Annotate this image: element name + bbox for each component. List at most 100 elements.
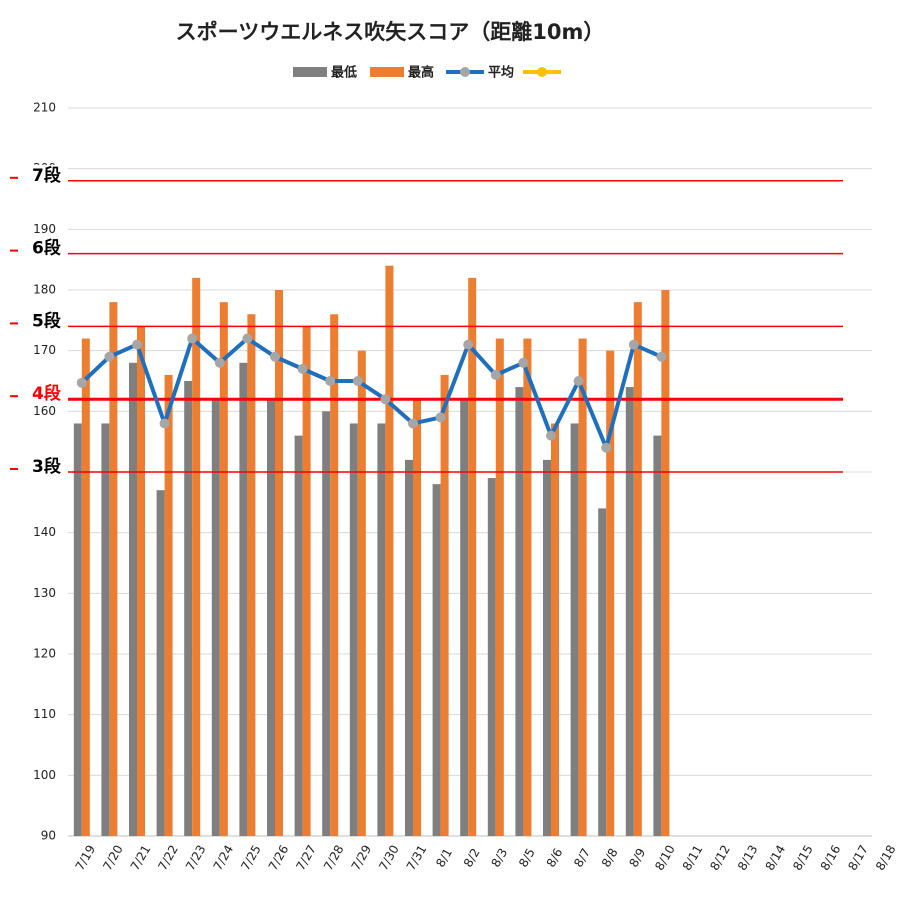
legend: 最低 最高 平均 xyxy=(293,65,561,81)
x-tick-label: 7/22 xyxy=(155,843,181,873)
bar xyxy=(570,423,579,836)
bar xyxy=(543,459,551,836)
bar xyxy=(633,302,642,837)
legend-label: 最低 xyxy=(331,65,357,81)
x-tick-label: 8/6 xyxy=(544,846,566,870)
x-tick-label: 7/27 xyxy=(293,843,319,873)
legend-swatch xyxy=(293,67,327,77)
bar xyxy=(495,338,504,836)
x-tick-label: 7/29 xyxy=(349,843,375,873)
line-marker xyxy=(435,412,446,423)
x-tick-label: 7/30 xyxy=(376,843,402,873)
line-marker xyxy=(352,376,363,386)
level-label: 6段 xyxy=(32,238,61,259)
x-tick-label: 8/10 xyxy=(652,843,678,873)
level-label-bg xyxy=(30,310,68,333)
line-marker xyxy=(518,357,529,368)
bar xyxy=(377,423,386,836)
level-label-bg xyxy=(30,164,68,187)
y-tick-label: 100 xyxy=(33,768,56,782)
chart-title: スポーツウエルネス吹矢スコア（距離10m） xyxy=(176,20,605,44)
y-tick-label: 90 xyxy=(41,829,56,843)
x-tick-label: 7/31 xyxy=(404,843,430,873)
bar xyxy=(468,277,477,836)
x-tick-label: 8/5 xyxy=(516,846,538,870)
x-tick-label: 8/12 xyxy=(707,843,733,873)
line-marker xyxy=(408,418,418,429)
bar xyxy=(294,435,303,836)
line-marker xyxy=(546,430,556,441)
line-marker xyxy=(656,351,667,362)
line xyxy=(80,336,663,450)
bar xyxy=(137,326,145,836)
line-marker xyxy=(601,442,612,453)
y-tick-label: 190 xyxy=(33,222,56,236)
legend-label: 最高 xyxy=(408,65,434,81)
line-marker xyxy=(159,418,170,429)
line-marker xyxy=(214,357,225,368)
x-tick-label: 7/24 xyxy=(211,843,237,873)
x-tick-label: 8/3 xyxy=(488,846,510,870)
y-tick-label: 160 xyxy=(33,404,56,418)
x-tick-label: 8/15 xyxy=(790,843,816,873)
line-marker xyxy=(76,377,87,388)
bar xyxy=(523,338,532,836)
x-tick-label: 7/23 xyxy=(183,843,209,873)
level-label: 4段 xyxy=(32,383,61,404)
legend-label: 平均 xyxy=(488,65,514,81)
x-tick-label: 8/17 xyxy=(845,843,871,873)
line-marker xyxy=(187,333,198,344)
line-marker xyxy=(380,394,391,405)
bar xyxy=(239,362,248,836)
bar xyxy=(661,290,670,836)
x-tick-label: 8/1 xyxy=(433,846,455,870)
level-label-bg xyxy=(30,237,68,260)
bar xyxy=(625,387,634,836)
x-tick-label: 8/13 xyxy=(735,843,761,873)
line-marker xyxy=(104,351,115,362)
x-tick-label: 8/9 xyxy=(626,846,648,870)
bar xyxy=(515,387,524,836)
y-tick-label: 170 xyxy=(33,343,56,357)
x-tick-label: 7/21 xyxy=(128,843,154,873)
x-tick-label: 8/8 xyxy=(599,846,621,870)
x-tick-label: 7/26 xyxy=(266,843,292,873)
bar xyxy=(405,459,413,836)
bar xyxy=(551,423,559,836)
bar xyxy=(129,362,137,836)
line-marker xyxy=(297,363,308,374)
x-tick-label: 7/19 xyxy=(73,843,99,873)
level-label-bg xyxy=(30,383,68,406)
legend-swatch xyxy=(370,67,404,77)
bar xyxy=(357,350,366,836)
bar xyxy=(653,435,662,836)
bar xyxy=(302,326,311,836)
bar xyxy=(322,411,331,836)
line-marker xyxy=(242,333,253,344)
bar xyxy=(330,314,339,836)
bar xyxy=(349,423,358,836)
y-tick-label: 120 xyxy=(33,647,56,661)
level-label: 3段 xyxy=(32,456,61,477)
bar xyxy=(385,265,394,836)
bar xyxy=(81,338,90,836)
bar xyxy=(192,277,201,836)
line-marker xyxy=(325,376,336,386)
bar xyxy=(73,423,82,836)
line-marker xyxy=(573,376,584,386)
level-label: 7段 xyxy=(32,165,61,186)
bar xyxy=(109,302,118,837)
bar xyxy=(460,399,469,836)
bar xyxy=(275,290,283,836)
y-tick-label: 210 xyxy=(33,101,56,115)
legend-marker xyxy=(537,67,547,77)
line-marker xyxy=(270,351,280,362)
line-marker xyxy=(490,369,501,380)
bar xyxy=(440,374,449,836)
x-tick-label: 8/18 xyxy=(873,843,899,873)
bar xyxy=(578,338,587,836)
x-tick-label: 8/2 xyxy=(461,846,483,870)
legend-marker xyxy=(460,67,470,77)
x-tick-label: 7/28 xyxy=(321,843,347,873)
bar xyxy=(487,478,496,836)
